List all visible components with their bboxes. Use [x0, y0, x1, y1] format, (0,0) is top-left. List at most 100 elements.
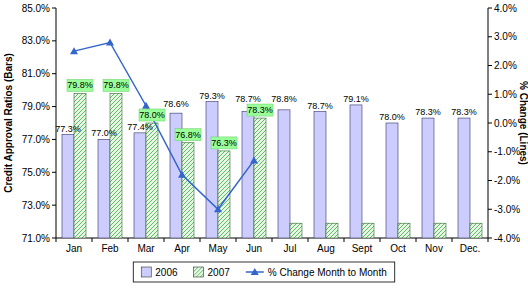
data-label-box — [139, 109, 165, 121]
y2-axis-title: % Change (Lines) — [518, 81, 528, 165]
bar — [398, 223, 410, 238]
x-tick — [380, 238, 381, 242]
bar — [110, 93, 122, 238]
line-marker — [250, 156, 258, 163]
y-tick-label: 75.0% — [22, 167, 50, 178]
x-tick-label: Jul — [284, 243, 297, 254]
axes: 71.0%73.0%75.0%77.0%79.0%81.0%83.0%85.0%… — [22, 3, 521, 255]
data-label: 78.3% — [451, 107, 477, 117]
data-label: 77.0% — [91, 128, 117, 138]
data-labels: 79.8%79.8%78.0%76.8%76.3%78.3%77.3%77.0%… — [55, 79, 477, 149]
data-label: 78.7% — [235, 94, 261, 104]
data-label: 77.4% — [127, 122, 153, 132]
x-tick-label: Apr — [174, 243, 190, 254]
y-tick — [52, 139, 56, 140]
bar — [362, 223, 374, 238]
data-label: 78.7% — [307, 101, 333, 111]
bar — [134, 133, 146, 238]
y-tick-label: 73.0% — [22, 200, 50, 211]
y2-tick-label: -3.0% — [494, 204, 520, 215]
x-tick — [128, 238, 129, 242]
data-label-box — [67, 79, 93, 91]
data-label-box — [103, 79, 129, 91]
x-tick-label: Sept — [352, 243, 373, 254]
y-tick — [52, 238, 56, 239]
y-tick — [52, 73, 56, 74]
data-label: 79.1% — [343, 94, 369, 104]
data-label: 78.0% — [139, 110, 165, 120]
bar — [326, 223, 338, 238]
x-tick — [200, 238, 201, 242]
data-label-box — [175, 129, 201, 141]
x-tick-label: May — [209, 243, 228, 254]
plot-area — [62, 39, 482, 239]
legend-marker — [251, 268, 259, 275]
x-tick-label: Mar — [137, 243, 155, 254]
data-label: 76.8% — [175, 130, 201, 140]
y2-tick-label: 4.0% — [494, 3, 517, 14]
x-tick — [416, 238, 417, 242]
bar-series — [74, 93, 482, 238]
legend-label: % Change Month to Month — [268, 267, 387, 278]
bar — [182, 143, 194, 238]
data-label-box — [211, 137, 237, 149]
y-tick-label: 83.0% — [22, 35, 50, 46]
y-tick — [52, 205, 56, 206]
y2-tick-label: -2.0% — [494, 175, 520, 186]
bar — [470, 223, 482, 238]
bar — [278, 110, 290, 238]
data-label: 78.3% — [247, 105, 273, 115]
x-tick — [344, 238, 345, 242]
y2-tick — [488, 36, 492, 37]
y2-tick-label: 1.0% — [494, 89, 517, 100]
x-tick — [488, 238, 489, 242]
bar — [290, 223, 302, 238]
y-tick-label: 85.0% — [22, 3, 50, 14]
x-tick-label: Dec. — [460, 243, 481, 254]
legend-label: 2006 — [155, 267, 178, 278]
legend: 2006 2007 % Change Month to Month — [133, 262, 394, 282]
x-tick — [272, 238, 273, 242]
x-tick — [236, 238, 237, 242]
y-tick — [52, 172, 56, 173]
y2-tick-label: -4.0% — [494, 233, 520, 244]
y2-tick — [488, 94, 492, 95]
data-label-box — [247, 104, 273, 116]
chart-container: 71.0%73.0%75.0%77.0%79.0%81.0%83.0%85.0%… — [0, 0, 528, 289]
line-marker — [214, 205, 222, 212]
y2-tick — [488, 180, 492, 181]
bar-series — [62, 102, 470, 238]
y-tick — [52, 40, 56, 41]
legend-item: 2007 — [194, 267, 231, 278]
bar — [422, 118, 434, 238]
line — [74, 43, 254, 210]
data-label: 78.3% — [415, 107, 441, 117]
y2-tick-label: 3.0% — [494, 31, 517, 42]
line-marker — [70, 47, 78, 54]
legend-item: % Change Month to Month — [246, 267, 387, 278]
x-tick-label: Feb — [101, 243, 119, 254]
legend-swatch — [194, 267, 204, 277]
bar — [98, 139, 110, 238]
y2-tick-label: 0.0% — [494, 118, 517, 129]
bar — [62, 135, 74, 239]
legend-swatch — [141, 267, 151, 277]
y-tick-label: 71.0% — [22, 233, 50, 244]
data-label: 79.3% — [199, 91, 225, 101]
legend-frame — [133, 262, 394, 282]
data-label: 79.8% — [67, 80, 93, 90]
x-tick-label: Jan — [66, 243, 82, 254]
y2-tick — [488, 65, 492, 66]
y-tick — [52, 8, 56, 9]
line-marker — [142, 102, 150, 109]
y-tick-label: 79.0% — [22, 101, 50, 112]
y2-tick — [488, 151, 492, 152]
data-label: 79.8% — [103, 80, 129, 90]
y2-tick-label: -1.0% — [494, 146, 520, 157]
x-tick — [452, 238, 453, 242]
legend-label: 2007 — [208, 267, 231, 278]
bar — [386, 123, 398, 238]
x-tick-label: Jun — [246, 243, 262, 254]
legend-item: 2006 — [141, 267, 178, 278]
y2-tick — [488, 8, 492, 9]
